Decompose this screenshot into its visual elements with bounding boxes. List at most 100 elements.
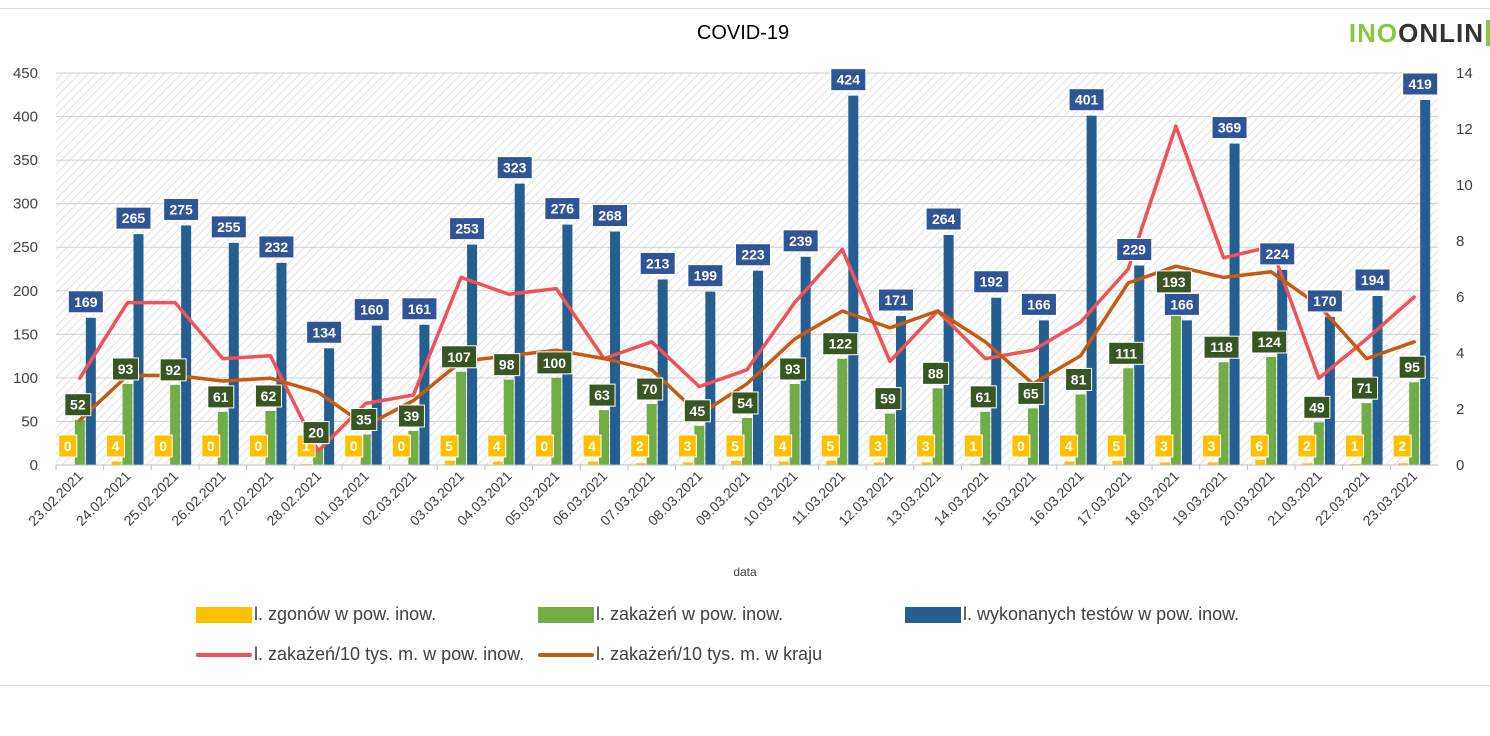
data-label-box-infections bbox=[1065, 367, 1093, 391]
data-label-box-infections bbox=[536, 351, 573, 375]
data-label-box-tests bbox=[258, 235, 295, 259]
data-label-infections: 88 bbox=[928, 365, 944, 381]
data-label-box-infections bbox=[731, 391, 759, 415]
bar-infections bbox=[884, 413, 895, 465]
y2-tick-label: 0 bbox=[1456, 457, 1464, 474]
legend-label-tests: l. wykonanych testów w pow. inow. bbox=[963, 604, 1240, 624]
data-label-box-deaths bbox=[487, 434, 507, 458]
legend-label-rate-county: l. zakażeń/10 tys. m. w pow. inow. bbox=[254, 644, 525, 664]
bar-deaths bbox=[492, 461, 503, 465]
data-label-tests: 171 bbox=[884, 292, 908, 308]
bar-tests bbox=[848, 95, 859, 465]
bar-infections bbox=[789, 383, 800, 465]
bar-infections bbox=[1313, 422, 1324, 465]
bar-tests bbox=[943, 235, 954, 465]
y-tick-label: 50 bbox=[21, 413, 38, 430]
legend-label-infections: l. zakażeń w pow. inow. bbox=[596, 604, 784, 624]
data-label-box-tests bbox=[115, 206, 152, 230]
data-labels: 0521694932650922750612550622321201340351… bbox=[58, 68, 1439, 458]
y-tick-label: 350 bbox=[13, 152, 38, 169]
data-label-box-infections bbox=[302, 421, 330, 445]
data-label-tests: 323 bbox=[503, 160, 527, 176]
line-rate-county bbox=[78, 124, 1416, 453]
data-label-box-deaths bbox=[725, 434, 745, 458]
data-label-tests: 401 bbox=[1075, 92, 1099, 108]
data-label-box-deaths bbox=[1345, 434, 1365, 458]
data-label-box-deaths bbox=[773, 434, 793, 458]
bar-tests bbox=[1086, 115, 1097, 465]
legend-item-deaths: l. zgonów w pow. inow. bbox=[196, 604, 436, 625]
data-label-box-tests bbox=[925, 207, 962, 231]
data-label-box-tests bbox=[1068, 88, 1105, 112]
data-label-infections: 61 bbox=[213, 389, 229, 405]
data-label-infections: 118 bbox=[1210, 339, 1233, 355]
data-label-tests: 166 bbox=[1027, 296, 1051, 312]
bar-tests bbox=[753, 270, 763, 465]
legend-swatch-infections bbox=[538, 606, 594, 623]
chart-frame bbox=[0, 8, 1490, 686]
bar-tests bbox=[276, 262, 287, 465]
data-label-tests: 224 bbox=[1266, 246, 1290, 262]
data-label-deaths: 0 bbox=[255, 438, 263, 454]
y-tick-label: 450 bbox=[13, 65, 38, 82]
data-label-box-deaths bbox=[1392, 434, 1412, 458]
data-label-box-infections bbox=[874, 387, 902, 411]
data-label-box-deaths bbox=[820, 434, 840, 458]
data-label-box-tests bbox=[1354, 268, 1391, 292]
data-label-deaths: 4 bbox=[112, 438, 120, 454]
data-label-infections: 93 bbox=[785, 361, 801, 377]
bar-deaths bbox=[1255, 459, 1266, 465]
y2-tick-label: 12 bbox=[1456, 121, 1473, 138]
data-label-infections: 93 bbox=[118, 361, 134, 377]
data-label-box-infections bbox=[397, 404, 425, 428]
data-label-tests: 229 bbox=[1123, 242, 1147, 258]
data-label-infections: 52 bbox=[70, 397, 86, 413]
data-label-box-deaths bbox=[201, 434, 221, 458]
data-label-deaths: 0 bbox=[207, 438, 215, 454]
bar-tests bbox=[514, 183, 525, 465]
bar-infections bbox=[599, 410, 610, 465]
bar-tests bbox=[85, 317, 96, 465]
bar-infections bbox=[360, 434, 371, 465]
y-tick-label: 100 bbox=[13, 370, 38, 387]
data-label-box-deaths bbox=[1059, 434, 1079, 458]
data-label-deaths: 1 bbox=[969, 438, 977, 454]
bar-infections bbox=[313, 447, 324, 465]
y-tick-label: 250 bbox=[13, 239, 38, 256]
data-label-box-deaths bbox=[153, 434, 173, 458]
data-label-box-infections bbox=[1203, 335, 1240, 359]
data-label-box-tests bbox=[1163, 292, 1200, 316]
data-label-infections: 95 bbox=[1404, 359, 1420, 375]
data-label-box-tests bbox=[353, 298, 390, 322]
bar-tests bbox=[562, 224, 573, 465]
data-label-tests: 268 bbox=[598, 208, 622, 224]
bar-deaths bbox=[1398, 463, 1409, 465]
data-label-box-tests bbox=[687, 264, 724, 288]
bar-infections bbox=[1266, 356, 1277, 465]
data-label-box-tests bbox=[306, 320, 343, 344]
data-label-tests: 161 bbox=[408, 301, 432, 317]
data-label-tests: 275 bbox=[169, 201, 193, 217]
data-label-box-tests bbox=[1306, 289, 1343, 313]
y2-tick-label: 4 bbox=[1456, 345, 1464, 362]
data-label-deaths: 4 bbox=[588, 438, 596, 454]
data-label-deaths: 0 bbox=[64, 438, 72, 454]
bar-infections bbox=[646, 404, 657, 465]
data-label-deaths: 0 bbox=[159, 438, 167, 454]
bar-tests bbox=[1420, 100, 1431, 465]
data-label-box-deaths bbox=[534, 434, 554, 458]
data-label-tests: 170 bbox=[1313, 293, 1337, 309]
data-label-infections: 92 bbox=[165, 362, 181, 378]
data-label-box-deaths bbox=[391, 434, 411, 458]
data-label-box-infections bbox=[636, 377, 664, 401]
data-label-infections: 45 bbox=[690, 403, 706, 419]
data-label-box-tests bbox=[449, 217, 486, 241]
bar-deaths bbox=[873, 462, 884, 465]
data-label-box-deaths bbox=[58, 434, 78, 458]
data-label-tests: 192 bbox=[980, 274, 1004, 290]
bar-tests bbox=[610, 231, 621, 465]
data-label-deaths: 5 bbox=[1112, 438, 1120, 454]
bar-infections bbox=[1218, 362, 1229, 465]
data-label-deaths: 2 bbox=[1303, 438, 1311, 454]
